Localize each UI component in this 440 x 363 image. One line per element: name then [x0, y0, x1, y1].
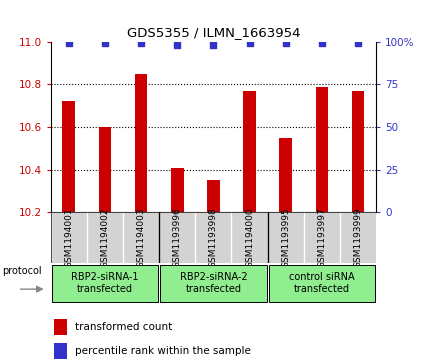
- FancyBboxPatch shape: [269, 265, 375, 302]
- Title: GDS5355 / ILMN_1663954: GDS5355 / ILMN_1663954: [127, 26, 300, 39]
- Text: percentile rank within the sample: percentile rank within the sample: [75, 346, 251, 356]
- Text: RBP2-siRNA-1
transfected: RBP2-siRNA-1 transfected: [71, 272, 139, 294]
- Text: GSM1193996: GSM1193996: [173, 207, 182, 268]
- Bar: [62, 101, 75, 212]
- Point: [246, 41, 253, 46]
- Text: GSM1193995: GSM1193995: [281, 207, 290, 268]
- Text: GSM1193997: GSM1193997: [317, 207, 326, 268]
- Bar: [171, 168, 183, 212]
- Bar: [207, 180, 220, 212]
- Point: [282, 41, 289, 46]
- Point: [65, 41, 72, 46]
- Bar: [135, 74, 147, 212]
- Text: GSM1193998: GSM1193998: [209, 207, 218, 268]
- Text: GSM1194001: GSM1194001: [64, 207, 73, 268]
- Point: [355, 41, 362, 46]
- Text: RBP2-siRNA-2
transfected: RBP2-siRNA-2 transfected: [180, 272, 247, 294]
- Bar: [99, 127, 111, 212]
- Bar: [315, 86, 328, 212]
- Text: GSM1194002: GSM1194002: [100, 208, 110, 268]
- Point: [174, 42, 181, 48]
- Text: GSM1194000: GSM1194000: [245, 207, 254, 268]
- FancyBboxPatch shape: [160, 265, 267, 302]
- Text: GSM1193999: GSM1193999: [354, 207, 363, 268]
- Point: [138, 41, 145, 46]
- FancyBboxPatch shape: [51, 265, 158, 302]
- Text: protocol: protocol: [3, 266, 42, 276]
- Text: control siRNA
transfected: control siRNA transfected: [289, 272, 355, 294]
- Point: [101, 41, 108, 46]
- Point: [319, 41, 326, 46]
- Bar: [279, 138, 292, 212]
- Text: GSM1194003: GSM1194003: [136, 207, 146, 268]
- Point: [210, 42, 217, 48]
- Bar: [352, 91, 364, 212]
- Bar: [55, 319, 67, 335]
- Bar: [55, 343, 67, 359]
- Text: transformed count: transformed count: [75, 322, 172, 332]
- Bar: [243, 91, 256, 212]
